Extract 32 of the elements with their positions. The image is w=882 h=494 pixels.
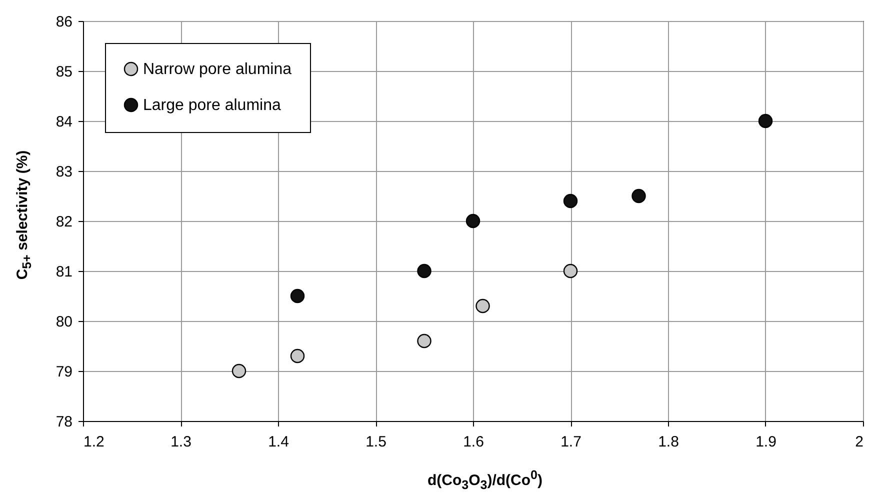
legend-label: Narrow pore alumina: [143, 61, 292, 78]
x-tick-label: 1.4: [268, 434, 289, 450]
y-tick-label: 84: [56, 114, 72, 130]
point: [563, 194, 578, 208]
point: [417, 334, 432, 348]
y-tick-label: 86: [56, 14, 72, 30]
point: [466, 214, 480, 228]
y-tick-label: 79: [56, 364, 72, 380]
point: [290, 288, 305, 304]
point: [632, 188, 646, 204]
point: [563, 264, 578, 278]
y-tick-label: 83: [56, 164, 72, 180]
y-tick-label: 82: [56, 214, 72, 230]
x-tick-label: 1.6: [463, 434, 484, 450]
point: [290, 348, 305, 364]
y-tick-label: 81: [56, 264, 72, 280]
x-tick-label: 1.5: [366, 434, 386, 450]
y-tick-label: 85: [56, 64, 72, 80]
x-tick-label: 1.9: [756, 434, 776, 450]
point: [476, 298, 490, 314]
legend-label: Large pore alumina: [143, 97, 281, 114]
x-tick-label: 1.2: [84, 434, 104, 450]
y-tick-label: 78: [56, 414, 72, 430]
point: [758, 114, 773, 128]
point: [417, 264, 432, 278]
x-axis-title: d(Co$_{3}$O$_{3}$)/d(Co$^{0}$): [427, 468, 543, 492]
y-tick-label: 80: [56, 314, 72, 330]
point: [232, 364, 246, 378]
x-tick-label: 1.7: [560, 434, 582, 450]
x-tick-label: 1.3: [170, 434, 192, 450]
x-tick-label: 1.8: [658, 434, 679, 450]
x-tick-label: 2: [855, 434, 864, 450]
